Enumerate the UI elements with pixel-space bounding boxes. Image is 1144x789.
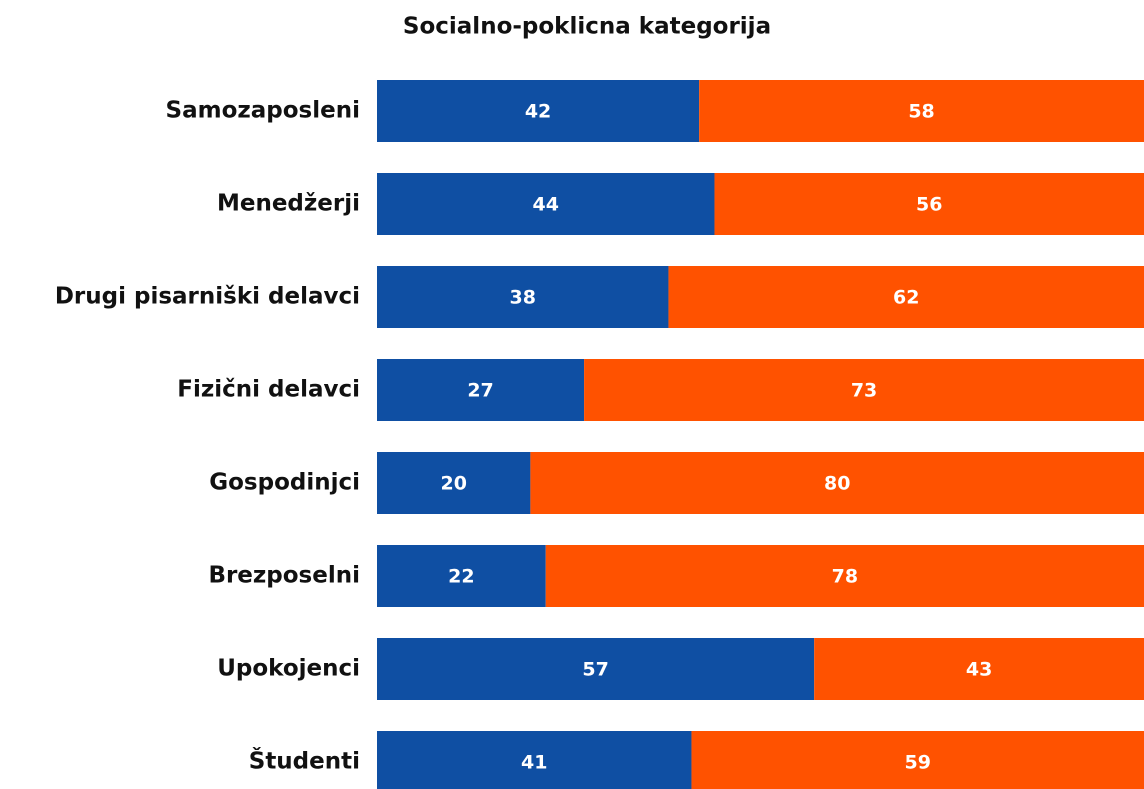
bar-segment bbox=[545, 545, 1144, 607]
category-label: Menedžerji bbox=[217, 191, 360, 217]
bar-segment bbox=[814, 638, 1144, 700]
category-label: Študenti bbox=[249, 747, 360, 775]
category-label: Upokojenci bbox=[217, 656, 360, 682]
value-label: 42 bbox=[525, 101, 551, 123]
value-label: 56 bbox=[916, 194, 942, 216]
value-label: 22 bbox=[448, 566, 474, 588]
category-label: Fizični delavci bbox=[177, 377, 360, 403]
category-label: Drugi pisarniški delavci bbox=[55, 284, 360, 310]
bar-segment bbox=[377, 80, 700, 142]
value-label: 57 bbox=[582, 659, 608, 681]
category-label: Brezposelni bbox=[208, 563, 360, 589]
value-label: 80 bbox=[824, 473, 850, 495]
value-label: 38 bbox=[510, 287, 536, 309]
value-label: 59 bbox=[905, 752, 931, 774]
value-label: 27 bbox=[467, 380, 493, 402]
value-label: 20 bbox=[440, 473, 466, 495]
bar-segment bbox=[377, 266, 669, 328]
value-label: 44 bbox=[533, 194, 559, 216]
value-label: 78 bbox=[832, 566, 858, 588]
bar-segment bbox=[699, 80, 1144, 142]
bar-segment bbox=[377, 452, 531, 514]
bar-segment bbox=[668, 266, 1144, 328]
category-label: Gospodinjci bbox=[209, 470, 360, 496]
value-label: 43 bbox=[966, 659, 992, 681]
bar-segment bbox=[377, 545, 546, 607]
value-label: 58 bbox=[908, 101, 934, 123]
bar-segment bbox=[691, 731, 1144, 789]
bar-segment bbox=[530, 452, 1144, 514]
bar-segment bbox=[377, 173, 715, 235]
value-label: 41 bbox=[521, 752, 547, 774]
chart-title: Socialno-poklicna kategorija bbox=[403, 14, 771, 40]
bar-segment bbox=[377, 638, 815, 700]
value-label: 62 bbox=[893, 287, 919, 309]
bar-segment bbox=[377, 359, 585, 421]
bar-segment bbox=[584, 359, 1144, 421]
bar-segment bbox=[714, 173, 1144, 235]
value-label: 73 bbox=[851, 380, 877, 402]
bar-segment bbox=[377, 731, 692, 789]
category-label: Samozaposleni bbox=[166, 98, 360, 124]
